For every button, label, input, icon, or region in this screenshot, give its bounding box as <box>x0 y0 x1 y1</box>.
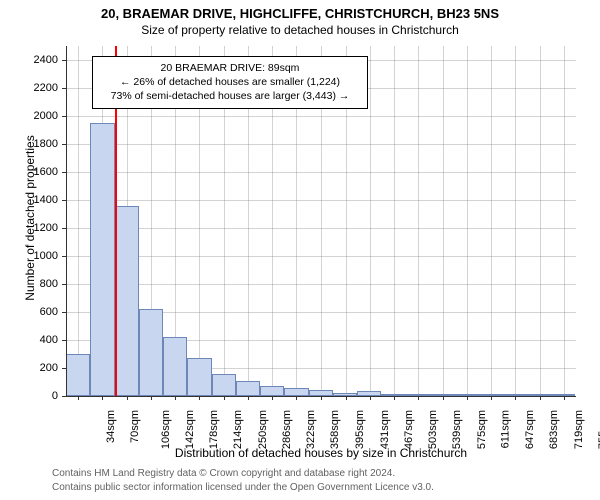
gridline-v <box>370 46 371 396</box>
ytick-label: 400 <box>0 334 62 346</box>
xtick-label: 395sqm <box>354 410 366 449</box>
gridline-v <box>540 46 541 396</box>
xtick-label: 431sqm <box>379 410 391 449</box>
gridline-v <box>564 46 565 396</box>
xtick-label: 683sqm <box>549 410 561 449</box>
histogram-bar <box>90 123 114 396</box>
ytick-label: 0 <box>0 390 62 402</box>
footer-line1: Contains HM Land Registry data © Crown c… <box>52 468 395 479</box>
xtick-label: 719sqm <box>573 410 585 449</box>
xtick-label: 647sqm <box>524 410 536 449</box>
gridline-v <box>467 46 468 396</box>
gridline-v <box>443 46 444 396</box>
xtick-label: 575sqm <box>476 410 488 449</box>
histogram-bar <box>163 337 187 396</box>
xtick-label: 214sqm <box>233 410 245 449</box>
histogram-bar <box>284 388 308 396</box>
gridline-v <box>78 46 79 396</box>
x-axis-label: Distribution of detached houses by size … <box>66 446 576 460</box>
xtick-label: 142sqm <box>184 410 196 449</box>
xtick-label: 106sqm <box>160 410 172 449</box>
xtick-label: 358sqm <box>330 410 342 449</box>
histogram-bar <box>187 358 211 396</box>
xtick-label: 34sqm <box>105 410 117 443</box>
y-axis-line <box>66 46 67 396</box>
x-axis-line <box>66 396 576 397</box>
ytick-label: 2200 <box>0 82 62 94</box>
gridline-v <box>394 46 395 396</box>
ytick-label: 200 <box>0 362 62 374</box>
xtick-label: 539sqm <box>451 410 463 449</box>
histogram-bar <box>236 381 260 396</box>
callout-line3: 73% of semi-detached houses are larger (… <box>99 89 361 103</box>
y-axis-label: Number of detached properties <box>23 118 37 318</box>
xtick-label: 70sqm <box>129 410 141 443</box>
histogram-bar <box>260 386 284 396</box>
gridline-v <box>418 46 419 396</box>
xtick-label: 250sqm <box>257 410 269 449</box>
histogram-bar <box>115 206 139 396</box>
histogram-bar <box>139 309 163 396</box>
xtick-label: 611sqm <box>499 410 511 448</box>
gridline-v <box>491 46 492 396</box>
gridline-v <box>515 46 516 396</box>
chart-title-main: 20, BRAEMAR DRIVE, HIGHCLIFFE, CHRISTCHU… <box>0 6 600 21</box>
callout-line2: ← 26% of detached houses are smaller (1,… <box>99 75 361 89</box>
xtick-label: 467sqm <box>403 410 415 449</box>
footer-line2: Contains public sector information licen… <box>52 482 434 493</box>
callout-box: 20 BRAEMAR DRIVE: 89sqm ← 26% of detache… <box>92 56 368 109</box>
histogram-bar <box>66 354 90 396</box>
xtick-label: 178sqm <box>208 410 220 449</box>
chart-title-sub: Size of property relative to detached ho… <box>0 23 600 37</box>
xtick-label: 286sqm <box>281 410 293 449</box>
callout-line1: 20 BRAEMAR DRIVE: 89sqm <box>99 61 361 75</box>
histogram-bar <box>212 374 236 396</box>
ytick-label: 2400 <box>0 54 62 66</box>
histogram-chart: 20, BRAEMAR DRIVE, HIGHCLIFFE, CHRISTCHU… <box>0 0 600 500</box>
xtick-label: 503sqm <box>427 410 439 449</box>
xtick-label: 322sqm <box>305 410 317 449</box>
